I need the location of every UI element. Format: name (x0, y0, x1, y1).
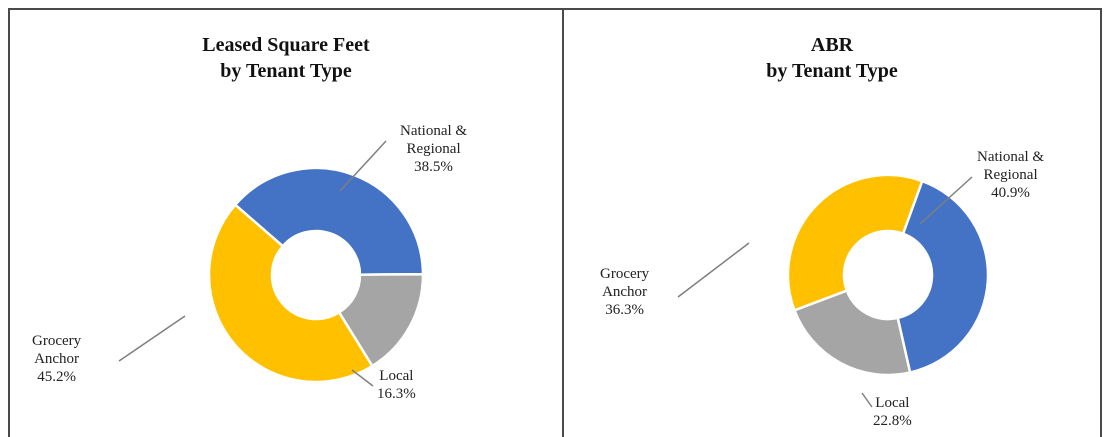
leader-line (919, 176, 973, 225)
leader-line (677, 242, 750, 298)
slice-label-grocery-anchor: Grocery Anchor 45.2% (32, 333, 82, 385)
donut-chart-leased-square-feet (118, 140, 425, 387)
donut-slice-local (792, 288, 912, 377)
panel-divider (562, 8, 564, 437)
leader-line (118, 315, 186, 362)
donut-slice-national-regional (233, 166, 425, 276)
chart-title-line-2: by Tenant Type (220, 60, 352, 82)
chart-panel-leased-square-feet: Leased Square Feet by Tenant Type Nation… (10, 10, 562, 437)
leader-line (861, 392, 873, 408)
figure-frame (8, 8, 1102, 437)
slice-label-national-regional: National & Regional 40.9% (977, 149, 1045, 201)
donut-chart-abr (677, 173, 990, 408)
chart-title-line-1: ABR (810, 34, 854, 56)
slice-label-grocery-anchor: Grocery Anchor 36.3% (600, 266, 650, 318)
slice-label-local: Local 16.3% (377, 368, 416, 402)
donut-slice-grocery-anchor (786, 173, 924, 312)
slice-label-local: Local 22.8% (873, 395, 912, 429)
donut-slice-national-regional (896, 179, 990, 375)
chart-title: Leased Square Feet by Tenant Type (10, 32, 562, 84)
leader-line (351, 369, 374, 387)
chart-title-line-1: Leased Square Feet (202, 34, 370, 56)
leader-line (339, 140, 387, 192)
donut-slice-grocery-anchor (207, 203, 374, 384)
chart-title-line-2: by Tenant Type (766, 60, 898, 82)
slice-label-national-regional: National & Regional 38.5% (400, 123, 468, 175)
chart-title: ABR by Tenant Type (564, 32, 1100, 84)
chart-panel-abr: ABR by Tenant Type National & Regional 4… (564, 10, 1100, 437)
